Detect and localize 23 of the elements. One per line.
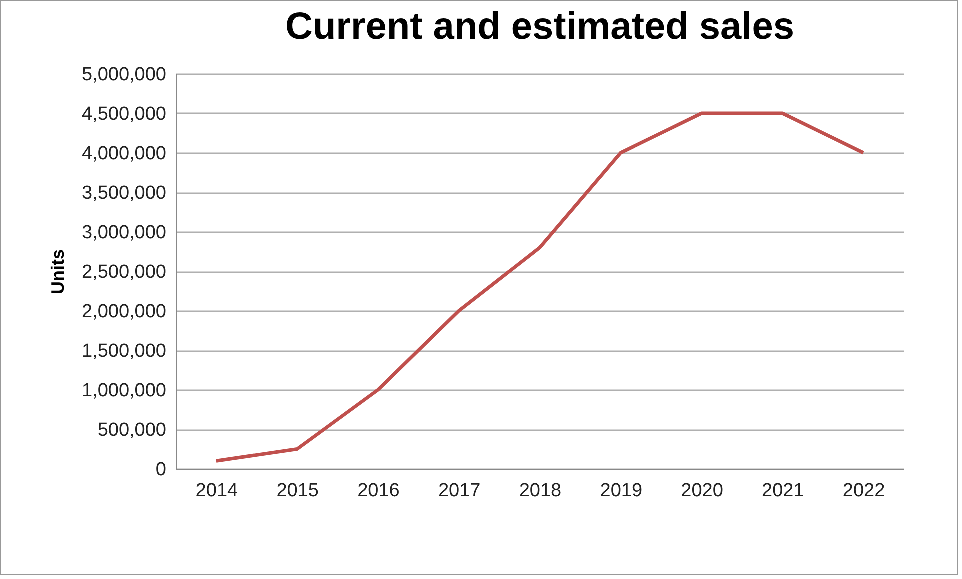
y-tick-label: 5,000,000 (82, 64, 166, 86)
y-tick-label: 2,500,000 (82, 262, 166, 283)
y-tick-label: 2,000,000 (82, 302, 166, 322)
chart-title: Current and estimated sales (286, 6, 794, 48)
y-tick-label: 1,000,000 (82, 380, 166, 402)
y-tick-label: 3,000,000 (82, 222, 166, 244)
x-tick-label: 2017 (438, 480, 481, 502)
x-tick-label: 2015 (276, 480, 319, 502)
y-tick-label: 0 (156, 460, 166, 480)
x-tick-label: 2018 (519, 480, 562, 502)
x-tick-label: 2016 (358, 480, 400, 502)
line-series (214, 112, 866, 463)
x-tick-label: 2022 (842, 480, 886, 502)
y-tick-label: 4,500,000 (82, 104, 166, 125)
x-tick-label: 2014 (196, 480, 239, 502)
y-tick-label: 3,500,000 (82, 183, 166, 204)
x-tick-label: 2021 (762, 480, 804, 502)
y-tick-label: 1,500,000 (82, 341, 166, 362)
x-tick-label: 2019 (600, 480, 643, 502)
y-tick-label: 4,000,000 (82, 144, 166, 164)
y-axis-title: Units (48, 250, 68, 294)
x-tick-label: 2020 (681, 480, 724, 502)
y-tick-label: 500,000 (98, 420, 166, 441)
